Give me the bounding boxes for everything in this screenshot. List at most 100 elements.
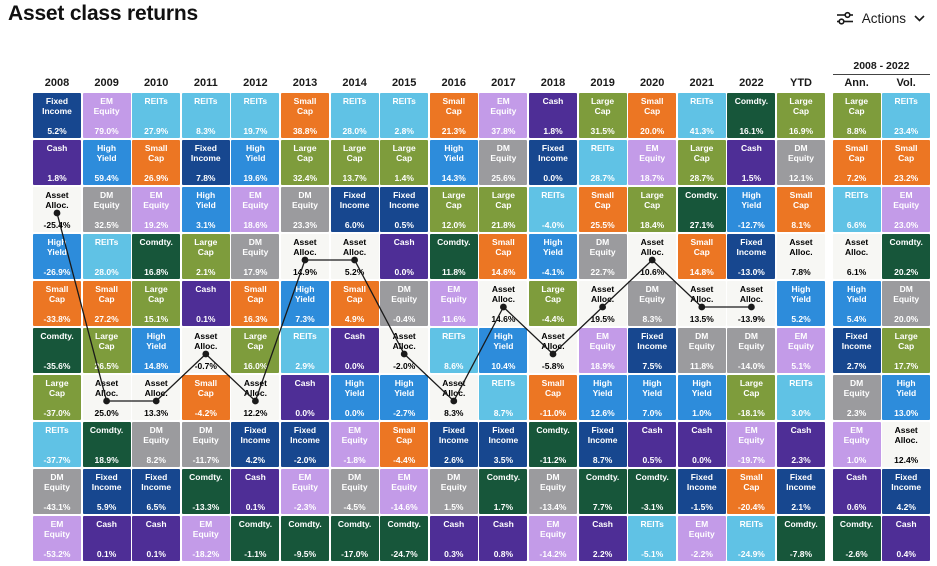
asset-cell-2011-asset-alloc-[interactable]: Asset Alloc. -0.7%: [181, 328, 230, 373]
asset-cell-2016-fixed-income[interactable]: Fixed Income 2.6%: [429, 422, 478, 467]
asset-cell-ytd-comdty-[interactable]: Comdty. -7.8%: [777, 516, 825, 561]
asset-cell-2020-asset-alloc-[interactable]: Asset Alloc. 10.6%: [628, 234, 677, 279]
asset-cell-2017-fixed-income[interactable]: Fixed Income 3.5%: [479, 422, 528, 467]
asset-cell-2018-high-yield[interactable]: High Yield -4.1%: [529, 234, 577, 279]
asset-cell-2011-comdty-[interactable]: Comdty. -13.3%: [181, 469, 230, 514]
asset-cell-2022-high-yield[interactable]: High Yield -12.7%: [727, 187, 776, 232]
asset-cell-2019-reits[interactable]: REITs 28.7%: [578, 140, 627, 185]
asset-cell-2016-cash[interactable]: Cash 0.3%: [429, 516, 478, 561]
asset-cell-2013-small-cap[interactable]: Small Cap 38.8%: [281, 93, 329, 138]
asset-cell-vol-asset-alloc-[interactable]: Asset Alloc. 12.4%: [882, 422, 931, 467]
asset-cell-2010-asset-alloc-[interactable]: Asset Alloc. 13.3%: [132, 375, 181, 420]
asset-cell-ann-high-yield[interactable]: High Yield 5.4%: [832, 281, 881, 326]
asset-cell-2009-large-cap[interactable]: Large Cap 26.5%: [82, 328, 131, 373]
asset-cell-2010-fixed-income[interactable]: Fixed Income 6.5%: [132, 469, 181, 514]
asset-cell-2020-high-yield[interactable]: High Yield 7.0%: [628, 375, 677, 420]
asset-cell-ann-reits[interactable]: REITs 6.6%: [832, 187, 881, 232]
asset-cell-2019-asset-alloc-[interactable]: Asset Alloc. 19.5%: [578, 281, 627, 326]
asset-cell-2014-em-equity[interactable]: EM Equity -1.8%: [330, 422, 379, 467]
asset-cell-2013-em-equity[interactable]: EM Equity -2.3%: [281, 469, 329, 514]
asset-cell-2016-asset-alloc-[interactable]: Asset Alloc. 8.3%: [429, 375, 478, 420]
asset-cell-2008-high-yield[interactable]: High Yield -26.9%: [33, 234, 81, 279]
asset-cell-2014-asset-alloc-[interactable]: Asset Alloc. 5.2%: [330, 234, 379, 279]
asset-cell-2022-fixed-income[interactable]: Fixed Income -13.0%: [727, 234, 776, 279]
asset-cell-2009-comdty-[interactable]: Comdty. 18.9%: [82, 422, 131, 467]
asset-cell-2012-fixed-income[interactable]: Fixed Income 4.2%: [231, 422, 280, 467]
asset-cell-2014-high-yield[interactable]: High Yield 0.0%: [330, 375, 379, 420]
asset-cell-2014-small-cap[interactable]: Small Cap 4.9%: [330, 281, 379, 326]
asset-cell-2012-asset-alloc-[interactable]: Asset Alloc. 12.2%: [231, 375, 280, 420]
asset-cell-2022-comdty-[interactable]: Comdty. 16.1%: [727, 93, 776, 138]
asset-cell-2020-cash[interactable]: Cash 0.5%: [628, 422, 677, 467]
asset-cell-2019-cash[interactable]: Cash 2.2%: [578, 516, 627, 561]
asset-cell-2016-reits[interactable]: REITs 8.6%: [429, 328, 478, 373]
asset-cell-2022-cash[interactable]: Cash 1.5%: [727, 140, 776, 185]
asset-cell-2022-reits[interactable]: REITs -24.9%: [727, 516, 776, 561]
asset-cell-2013-asset-alloc-[interactable]: Asset Alloc. 14.9%: [281, 234, 329, 279]
asset-cell-ann-fixed-income[interactable]: Fixed Income 2.7%: [832, 328, 881, 373]
asset-cell-2021-em-equity[interactable]: EM Equity -2.2%: [677, 516, 726, 561]
asset-cell-2015-em-equity[interactable]: EM Equity -14.6%: [380, 469, 429, 514]
asset-cell-2012-cash[interactable]: Cash 0.1%: [231, 469, 280, 514]
asset-cell-2010-high-yield[interactable]: High Yield 14.8%: [132, 328, 181, 373]
asset-cell-2012-high-yield[interactable]: High Yield 19.6%: [231, 140, 280, 185]
asset-cell-2018-small-cap[interactable]: Small Cap -11.0%: [529, 375, 577, 420]
asset-cell-2009-cash[interactable]: Cash 0.1%: [82, 516, 131, 561]
asset-cell-ytd-reits[interactable]: REITs 3.0%: [777, 375, 825, 420]
asset-cell-2009-small-cap[interactable]: Small Cap 27.2%: [82, 281, 131, 326]
asset-cell-2008-em-equity[interactable]: EM Equity -53.2%: [33, 516, 81, 561]
asset-cell-2015-comdty-[interactable]: Comdty. -24.7%: [380, 516, 429, 561]
asset-cell-ann-comdty-[interactable]: Comdty. -2.6%: [832, 516, 881, 561]
asset-cell-2018-cash[interactable]: Cash 1.8%: [529, 93, 577, 138]
asset-cell-2019-large-cap[interactable]: Large Cap 31.5%: [578, 93, 627, 138]
asset-cell-ytd-high-yield[interactable]: High Yield 5.2%: [777, 281, 825, 326]
asset-cell-2022-large-cap[interactable]: Large Cap -18.1%: [727, 375, 776, 420]
asset-cell-vol-fixed-income[interactable]: Fixed Income 4.2%: [882, 469, 931, 514]
asset-cell-2008-small-cap[interactable]: Small Cap -33.8%: [33, 281, 81, 326]
asset-cell-2018-asset-alloc-[interactable]: Asset Alloc. -5.8%: [529, 328, 577, 373]
asset-cell-2014-dm-equity[interactable]: DM Equity -4.5%: [330, 469, 379, 514]
asset-cell-ytd-large-cap[interactable]: Large Cap 16.9%: [777, 93, 825, 138]
asset-cell-2013-reits[interactable]: REITs 2.9%: [281, 328, 329, 373]
asset-cell-2017-dm-equity[interactable]: DM Equity 25.6%: [479, 140, 528, 185]
asset-cell-2017-reits[interactable]: REITs 8.7%: [479, 375, 528, 420]
asset-cell-2012-comdty-[interactable]: Comdty. -1.1%: [231, 516, 280, 561]
asset-cell-2010-dm-equity[interactable]: DM Equity 8.2%: [132, 422, 181, 467]
asset-cell-2010-small-cap[interactable]: Small Cap 26.9%: [132, 140, 181, 185]
asset-cell-2017-comdty-[interactable]: Comdty. 1.7%: [479, 469, 528, 514]
asset-cell-2011-large-cap[interactable]: Large Cap 2.1%: [181, 234, 230, 279]
asset-cell-2018-fixed-income[interactable]: Fixed Income 0.0%: [529, 140, 577, 185]
asset-cell-vol-em-equity[interactable]: EM Equity 23.0%: [882, 187, 931, 232]
asset-cell-2021-fixed-income[interactable]: Fixed Income -1.5%: [677, 469, 726, 514]
asset-cell-2017-asset-alloc-[interactable]: Asset Alloc. 14.6%: [479, 281, 528, 326]
asset-cell-2018-reits[interactable]: REITs -4.0%: [529, 187, 577, 232]
asset-cell-2010-reits[interactable]: REITs 27.9%: [132, 93, 181, 138]
asset-cell-2008-comdty-[interactable]: Comdty. -35.6%: [33, 328, 81, 373]
asset-cell-2012-dm-equity[interactable]: DM Equity 17.9%: [231, 234, 280, 279]
asset-cell-vol-reits[interactable]: REITs 23.4%: [882, 93, 931, 138]
asset-cell-2009-high-yield[interactable]: High Yield 59.4%: [82, 140, 131, 185]
asset-cell-2021-dm-equity[interactable]: DM Equity 11.8%: [677, 328, 726, 373]
asset-cell-ann-dm-equity[interactable]: DM Equity 2.3%: [832, 375, 881, 420]
asset-cell-2021-large-cap[interactable]: Large Cap 28.7%: [677, 140, 726, 185]
asset-cell-2021-cash[interactable]: Cash 0.0%: [677, 422, 726, 467]
asset-cell-2011-em-equity[interactable]: EM Equity -18.2%: [181, 516, 230, 561]
asset-cell-vol-comdty-[interactable]: Comdty. 20.2%: [882, 234, 931, 279]
asset-cell-2010-em-equity[interactable]: EM Equity 19.2%: [132, 187, 181, 232]
asset-cell-2014-fixed-income[interactable]: Fixed Income 6.0%: [330, 187, 379, 232]
asset-cell-2013-large-cap[interactable]: Large Cap 32.4%: [281, 140, 329, 185]
asset-cell-2009-dm-equity[interactable]: DM Equity 32.5%: [82, 187, 131, 232]
asset-cell-2008-dm-equity[interactable]: DM Equity -43.1%: [33, 469, 81, 514]
asset-cell-2013-cash[interactable]: Cash 0.0%: [281, 375, 329, 420]
asset-cell-2016-small-cap[interactable]: Small Cap 21.3%: [429, 93, 478, 138]
asset-cell-2020-dm-equity[interactable]: DM Equity 8.3%: [628, 281, 677, 326]
asset-cell-2011-fixed-income[interactable]: Fixed Income 7.8%: [181, 140, 230, 185]
asset-cell-2021-comdty-[interactable]: Comdty. 27.1%: [677, 187, 726, 232]
asset-cell-2022-small-cap[interactable]: Small Cap -20.4%: [727, 469, 776, 514]
asset-cell-2017-cash[interactable]: Cash 0.8%: [479, 516, 528, 561]
asset-cell-2020-comdty-[interactable]: Comdty. -3.1%: [628, 469, 677, 514]
asset-cell-2013-high-yield[interactable]: High Yield 7.3%: [281, 281, 329, 326]
asset-cell-2019-em-equity[interactable]: EM Equity 18.9%: [578, 328, 627, 373]
asset-cell-2009-em-equity[interactable]: EM Equity 79.0%: [82, 93, 131, 138]
asset-cell-vol-large-cap[interactable]: Large Cap 17.7%: [882, 328, 931, 373]
